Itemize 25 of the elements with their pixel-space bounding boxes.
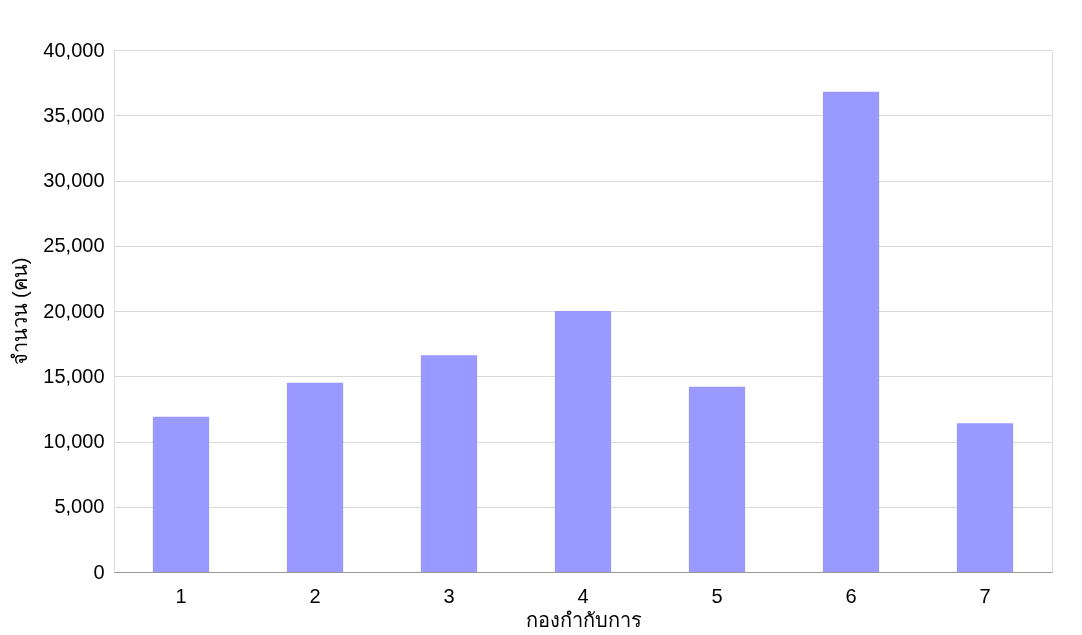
y-tick-label: 30,000 <box>43 169 105 191</box>
x-axis-title: กองกำกับการ <box>525 608 642 631</box>
x-tick-label: 6 <box>845 584 857 607</box>
y-axis-title: จำนวน (คน) <box>9 257 32 366</box>
x-tick-label: 7 <box>979 584 991 607</box>
y-tick-label: 5,000 <box>54 495 105 518</box>
y-tick-label: 15,000 <box>43 364 105 387</box>
bar <box>822 91 880 572</box>
y-tick-label: 35,000 <box>43 103 105 126</box>
bar <box>554 311 612 572</box>
x-tick-label: 3 <box>443 584 455 607</box>
x-tick-label: 1 <box>175 584 187 607</box>
bar <box>286 382 344 572</box>
bar <box>956 423 1014 572</box>
y-tick-label: 0 <box>93 560 105 583</box>
y-tick-label: 20,000 <box>43 299 105 322</box>
y-tick-label: 10,000 <box>43 430 105 452</box>
y-tick-label: 25,000 <box>43 234 105 257</box>
x-tick-label: 4 <box>577 584 589 607</box>
x-tick-label: 2 <box>309 584 321 607</box>
bar <box>420 355 478 572</box>
bar <box>688 386 746 572</box>
y-tick-label: 40,000 <box>43 38 105 61</box>
x-tick-label: 5 <box>711 584 723 607</box>
bar <box>152 416 210 572</box>
